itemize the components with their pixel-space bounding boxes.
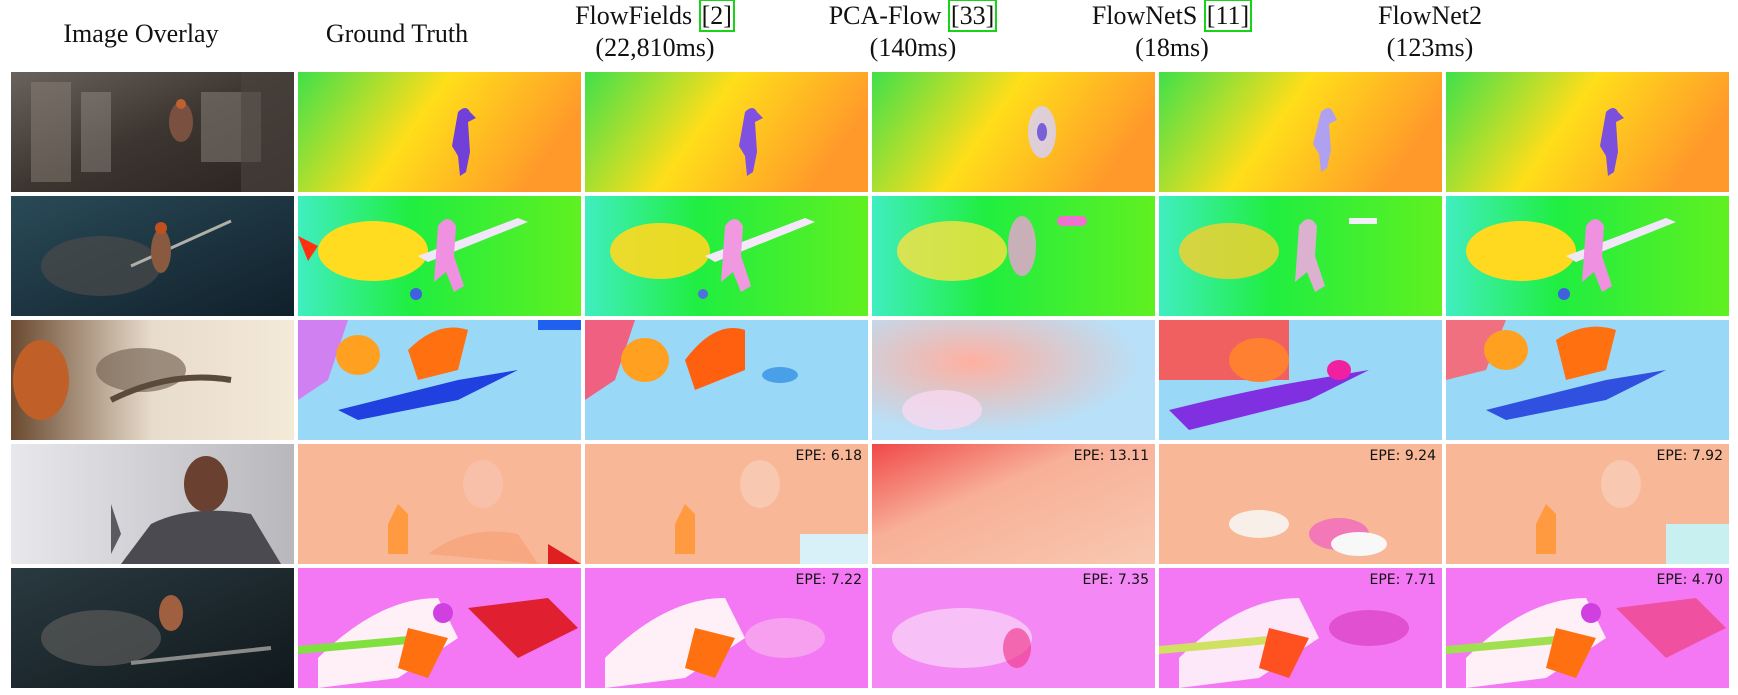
column-title: FlowNet2 xyxy=(1378,1,1482,30)
figure-header: Image Overlay Ground Truth FlowFields [2… xyxy=(0,0,1738,72)
ground-truth-row3 xyxy=(298,320,581,440)
flownets-row4: EPE: 9.24 xyxy=(1159,444,1442,564)
column-header-ground-truth: Ground Truth xyxy=(256,0,538,50)
column-title: PCA-Flow xyxy=(828,1,942,30)
column-header-pcaflow: PCA-Flow [33] (140ms) xyxy=(772,0,1054,64)
runtime-label: (123ms) xyxy=(1386,33,1474,62)
pcaflow-row4: EPE: 13.11 xyxy=(872,444,1155,564)
epe-label: EPE: 7.35 xyxy=(1082,572,1149,588)
image-overlay-row4 xyxy=(11,444,294,564)
epe-label: EPE: 9.24 xyxy=(1369,448,1436,464)
flownets-row1 xyxy=(1159,72,1442,192)
citation-link[interactable]: 11 xyxy=(1215,1,1241,30)
flownet2-row1 xyxy=(1446,72,1729,192)
image-overlay-row2 xyxy=(11,196,294,316)
column-header-flowfields: FlowFields [2] (22,810ms) xyxy=(514,0,796,64)
flownets-row3 xyxy=(1159,320,1442,440)
column-title: FlowFields xyxy=(575,1,693,30)
column-title: Image Overlay xyxy=(63,19,219,48)
flowfields-row2 xyxy=(585,196,868,316)
flownet2-row2 xyxy=(1446,196,1729,316)
column-title: FlowNetS xyxy=(1091,1,1198,30)
epe-label: EPE: 7.22 xyxy=(795,572,862,588)
flownets-row5: EPE: 7.71 xyxy=(1159,568,1442,688)
flowfields-row1 xyxy=(585,72,868,192)
flownet2-row5: EPE: 4.70 xyxy=(1446,568,1729,688)
epe-label: EPE: 7.92 xyxy=(1656,448,1723,464)
ground-truth-row5 xyxy=(298,568,581,688)
flownet2-row3 xyxy=(1446,320,1729,440)
epe-label: EPE: 6.18 xyxy=(795,448,862,464)
runtime-label: (140ms) xyxy=(869,33,957,62)
ground-truth-row1 xyxy=(298,72,581,192)
flowfields-row5: EPE: 7.22 xyxy=(585,568,868,688)
epe-label: EPE: 4.70 xyxy=(1656,572,1723,588)
flownets-row2 xyxy=(1159,196,1442,316)
ground-truth-row4 xyxy=(298,444,581,564)
pcaflow-row2 xyxy=(872,196,1155,316)
pcaflow-row3 xyxy=(872,320,1155,440)
column-header-flownets: FlowNetS [11] (18ms) xyxy=(1031,0,1313,64)
image-overlay-row5 xyxy=(11,568,294,688)
epe-label: EPE: 13.11 xyxy=(1073,448,1149,464)
pcaflow-row5: EPE: 7.35 xyxy=(872,568,1155,688)
column-header-image-overlay: Image Overlay xyxy=(0,0,282,50)
flowfields-row4: EPE: 6.18 xyxy=(585,444,868,564)
column-header-flownet2: FlowNet2 (123ms) xyxy=(1289,0,1571,64)
image-overlay-row1 xyxy=(11,72,294,192)
epe-label: EPE: 7.71 xyxy=(1369,572,1436,588)
runtime-label: (18ms) xyxy=(1135,33,1209,62)
ground-truth-row2 xyxy=(298,196,581,316)
flowfields-row3 xyxy=(585,320,868,440)
image-overlay-row3 xyxy=(11,320,294,440)
pcaflow-row1 xyxy=(872,72,1155,192)
flownet2-row4: EPE: 7.92 xyxy=(1446,444,1729,564)
citation-link[interactable]: 33 xyxy=(959,1,986,30)
citation-link[interactable]: 2 xyxy=(710,1,724,30)
column-title: Ground Truth xyxy=(325,19,469,48)
runtime-label: (22,810ms) xyxy=(595,33,715,62)
